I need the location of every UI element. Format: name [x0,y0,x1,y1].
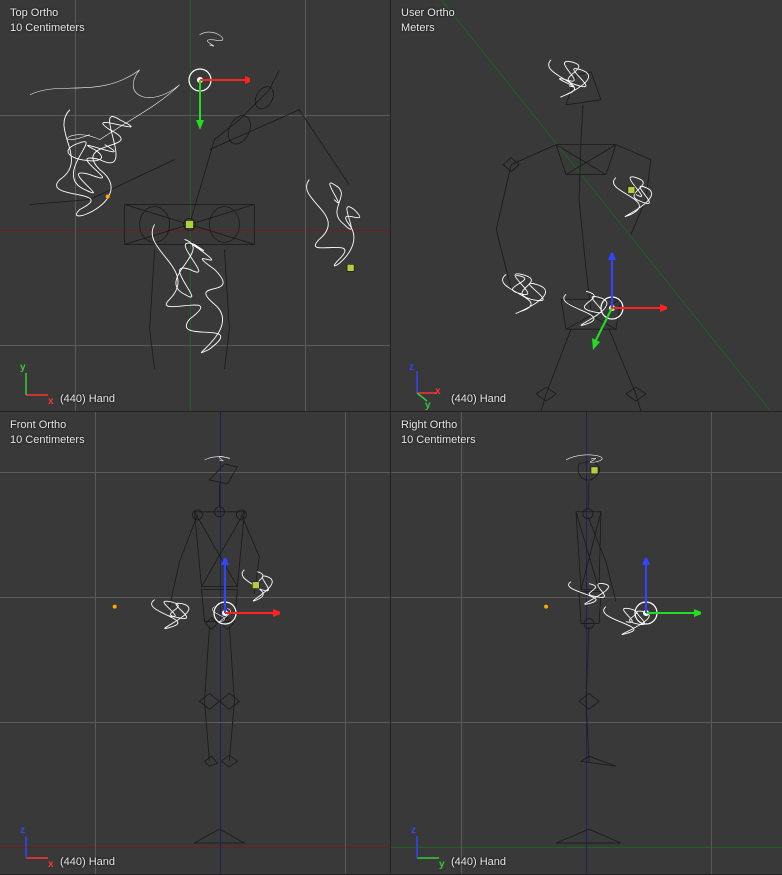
transform-gizmo[interactable] [557,253,667,363]
viewport-footer: (440) Hand [60,393,115,405]
transform-gizmo[interactable] [591,558,701,668]
view-title: Right Ortho [401,418,476,433]
selection-marker [347,264,354,271]
view-title: Top Ortho [10,6,85,21]
transform-gizmo[interactable] [170,558,280,668]
viewport-canvas [391,412,782,874]
view-title: Front Ortho [10,418,85,433]
view-scale: 10 Centimeters [10,21,85,36]
view-title: User Ortho [401,6,455,21]
axis-indicator [18,826,58,866]
selection-marker [591,467,598,474]
viewport-label: Top Ortho 10 Centimeters [10,6,85,37]
viewport-footer: (440) Hand [451,856,506,868]
quad-view-container: Top Ortho 10 Centimeters [0,0,782,875]
axis-indicator [409,363,449,403]
viewport-user[interactable]: User Ortho Meters [391,0,782,412]
selection-marker [628,187,635,194]
viewport-label: User Ortho Meters [401,6,455,37]
axis-indicator [409,826,449,866]
view-scale: 10 Centimeters [10,433,85,448]
selection-marker [186,220,194,228]
viewport-right[interactable]: Right Ortho 10 Centimeters [391,412,782,875]
viewport-label: Right Ortho 10 Centimeters [401,418,476,449]
viewport-label: Front Ortho 10 Centimeters [10,418,85,449]
view-scale: 10 Centimeters [401,433,476,448]
cursor-dot [113,605,117,609]
viewport-footer: (440) Hand [451,393,506,405]
view-scale: Meters [401,21,455,36]
transform-gizmo[interactable] [150,30,250,130]
viewport-front[interactable]: Front Ortho 10 Centimeters [0,412,391,875]
cursor-dot [544,605,548,609]
cursor-dot [106,195,110,199]
viewport-footer: (440) Hand [60,856,115,868]
axis-indicator [18,363,58,403]
viewport-top[interactable]: Top Ortho 10 Centimeters [0,0,391,412]
